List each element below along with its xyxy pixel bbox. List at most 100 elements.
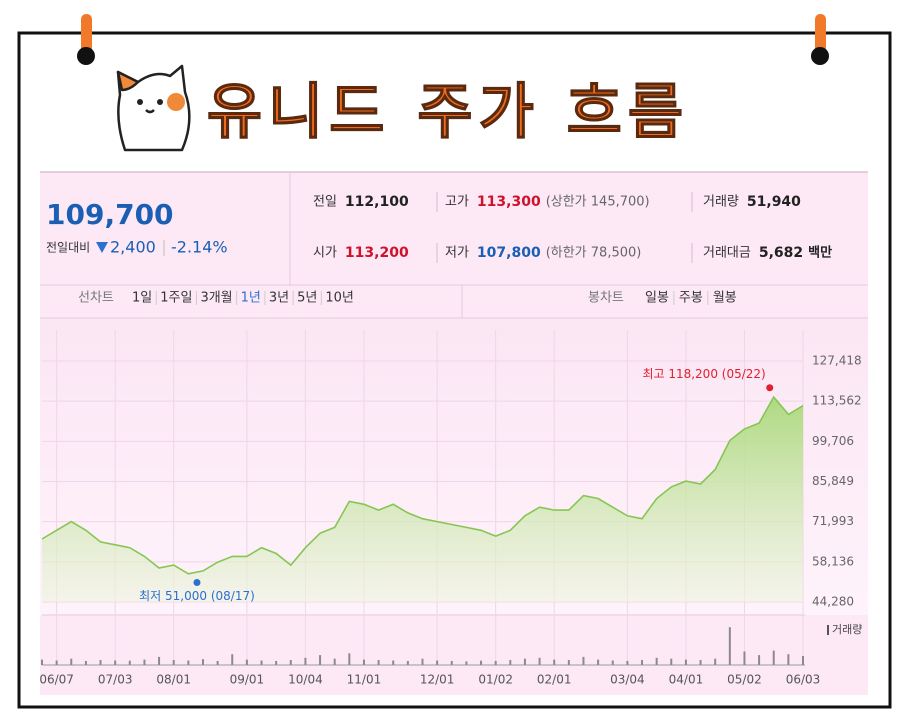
volume-bar: [611, 660, 614, 665]
stat-note: (하한가 78,500): [546, 246, 642, 261]
stat-value: 113,200: [345, 245, 409, 261]
x-tick-label: 02/01: [537, 673, 572, 687]
volume-bar: [55, 660, 58, 665]
volume-bar: [348, 653, 351, 665]
volume-bar: [187, 660, 190, 665]
stat-note: (상한가 145,700): [546, 195, 650, 210]
volume-bar: [684, 659, 687, 665]
period-tab[interactable]: 5년: [297, 291, 317, 306]
price-area: [42, 397, 803, 602]
volume-bar: [450, 660, 453, 665]
period-tab[interactable]: 1일: [132, 291, 152, 306]
tabs: 선차트 1일 1주일 3개월 1년 3년 5년 10년 봉차트 일봉 주봉 월봉: [78, 291, 737, 306]
x-tick-label: 08/01: [156, 673, 191, 687]
x-tick-label: 09/01: [230, 673, 265, 687]
candle-tab[interactable]: 일봉: [645, 291, 669, 306]
candle-tab[interactable]: 주봉: [679, 291, 703, 306]
volume-bar: [421, 658, 424, 665]
volume-bar: [216, 660, 219, 665]
volume-bar: [802, 656, 804, 665]
period-tab[interactable]: 3년: [269, 291, 289, 306]
volume-bar: [319, 655, 322, 665]
period-tab[interactable]: 10년: [325, 291, 354, 306]
y-tick-label: 99,706: [812, 434, 854, 448]
x-tick-label: 07/03: [98, 673, 133, 687]
volume-bar: [41, 659, 43, 665]
stat-value: 51,940: [747, 194, 801, 210]
volume-bar: [128, 660, 131, 665]
period-tab[interactable]: 3개월: [200, 291, 232, 306]
volume-bar: [231, 654, 234, 665]
candle-tab[interactable]: 월봉: [713, 291, 737, 306]
low-marker: [193, 579, 201, 587]
stat-label: 고가: [445, 195, 469, 210]
period-tab[interactable]: 1년: [241, 291, 261, 306]
volume-bar: [406, 660, 409, 665]
high-marker: [766, 384, 774, 392]
volume-bar: [304, 657, 307, 665]
volume-bar: [289, 660, 292, 665]
volume-bar: [201, 659, 204, 665]
volume-bar: [714, 658, 717, 665]
volume-bar: [582, 656, 585, 665]
volume-bar: [114, 660, 117, 665]
stat-value: 5,682: [759, 245, 803, 261]
stat-value: 107,800: [477, 245, 541, 261]
stat-value: 113,300: [477, 194, 541, 210]
price-line: [41, 395, 804, 575]
stat-label: 시가: [313, 246, 337, 261]
y-tick-label: 85,849: [812, 474, 854, 488]
volume-bar: [494, 660, 497, 665]
stat-label: 전일: [313, 195, 337, 210]
volume-bar: [523, 658, 526, 665]
chart: 44,280 58,136 71,993 85,849 99,706 113,562 127…: [39, 330, 862, 687]
stat-unit: 백만: [808, 245, 832, 261]
x-tick-label: 01/02: [478, 673, 513, 687]
volume-bar: [70, 658, 73, 665]
volume-bar: [99, 660, 102, 665]
volume-bar: [641, 660, 644, 665]
x-tick-label: 11/01: [347, 673, 382, 687]
period-tab[interactable]: 1주일: [160, 291, 192, 306]
volume-bar: [772, 650, 775, 665]
x-tick-label: 03/04: [610, 673, 645, 687]
volume-bar: [143, 659, 146, 665]
stat-label: 거래대금: [703, 246, 751, 261]
volume-bar: [567, 660, 570, 665]
stat-label: 거래량: [703, 195, 739, 210]
volume-bar: [377, 660, 380, 665]
volume-bar: [538, 657, 541, 665]
volume-bar: [553, 659, 556, 665]
volume-bar: [436, 660, 439, 665]
cat-icon: [116, 64, 191, 152]
volume-bar: [245, 659, 248, 665]
volume-bar: [758, 655, 761, 665]
stat-label: 저가: [445, 246, 469, 261]
volume-bar: [84, 660, 87, 665]
x-tick-label: 12/01: [420, 673, 455, 687]
y-tick-label: 44,280: [812, 595, 854, 609]
volume-bar: [597, 659, 600, 665]
volume-bar: [158, 656, 161, 665]
volume-bar: [655, 657, 658, 665]
stats: 전일 112,100 고가 113,300 (상한가 145,700) 거래량 51,940…: [313, 194, 832, 261]
x-tick-label: 04/01: [669, 673, 704, 687]
volume-bar: [362, 659, 365, 665]
volume-bar: [480, 660, 483, 665]
y-tick-label: 58,136: [812, 554, 854, 568]
volume-bar: [743, 651, 746, 665]
volume-bar: [728, 627, 731, 665]
x-tick-label: 05/02: [727, 673, 762, 687]
y-tick-label: 71,993: [812, 514, 854, 528]
stat-value: 112,100: [345, 194, 409, 210]
price: 109,700: [46, 198, 174, 231]
y-tick-label: 113,562: [812, 394, 862, 408]
volume-bar: [333, 658, 336, 665]
volume-legend-swatch: [827, 625, 829, 635]
low-label: 최저 51,000 (08/17): [139, 589, 255, 603]
x-tick-label: 10/04: [288, 673, 323, 687]
page-title: 유니드 주가 흐름: [207, 78, 689, 148]
volume-bar: [509, 660, 512, 665]
y-tick-label: 127,418: [812, 354, 862, 368]
